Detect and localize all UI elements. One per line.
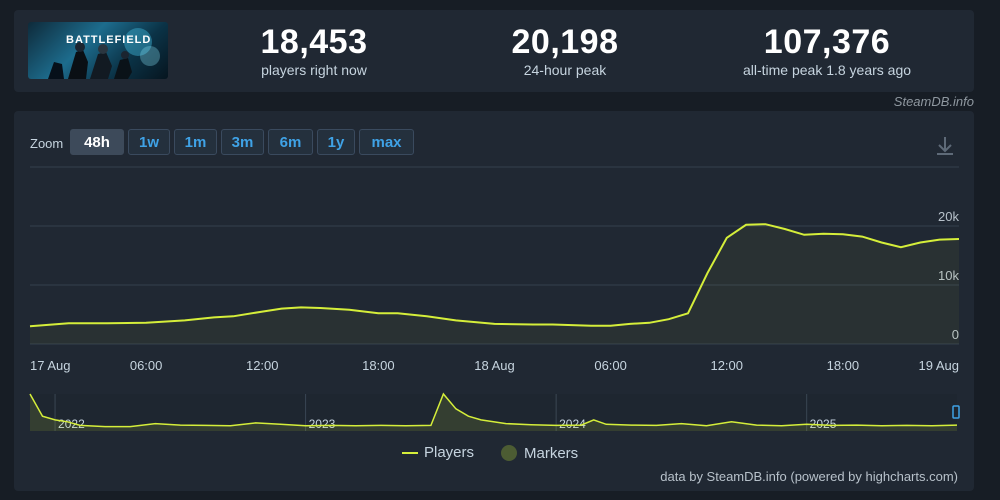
navigator-year-label: 2025 xyxy=(810,417,837,431)
x-tick-label: 19 Aug xyxy=(919,358,960,373)
x-tick-label: 12:00 xyxy=(246,358,279,373)
x-tick-label: 17 Aug xyxy=(30,358,71,373)
navigator-line xyxy=(29,392,958,428)
stat-current-players: 18,453 players right now xyxy=(194,24,434,78)
highcharts-credit[interactable]: data by SteamDB.info (powered by highcha… xyxy=(660,469,958,484)
zoom-3m-button[interactable]: 3m xyxy=(221,129,264,155)
player-count-chart: 0 10k 20k 17 Aug 06:00 12:00 18:00 18 Aug 06:00 1… xyxy=(29,166,960,431)
y-tick-label: 10k xyxy=(938,268,959,283)
zoom-1y-button[interactable]: 1y xyxy=(317,129,355,155)
stat-value: 20,198 xyxy=(511,23,619,61)
x-tick-label: 18 Aug xyxy=(474,358,515,373)
stat-all-time-peak: 107,376 all-time peak 1.8 years ago xyxy=(707,24,947,78)
series-area xyxy=(30,224,959,344)
chart-panel: 0 10k 20k 17 Aug 06:00 12:00 18:00 18 Aug 06:00 1… xyxy=(14,111,974,491)
stat-label: all-time peak 1.8 years ago xyxy=(742,62,912,78)
stats-panel: BATTLEFIELD 18,453 players right now 20,… xyxy=(14,10,974,92)
zoom-max-button[interactable]: max xyxy=(359,129,414,155)
x-tick-label: 18:00 xyxy=(362,358,395,373)
navigator-year-label: 2024 xyxy=(559,417,586,431)
legend-markers-label: Markers xyxy=(524,444,579,462)
steamdb-credit-link[interactable]: SteamDB.info xyxy=(893,94,974,109)
legend-circle-icon xyxy=(501,445,517,461)
x-tick-label: 12:00 xyxy=(710,358,743,373)
game-title-text: BATTLEFIELD xyxy=(66,34,152,46)
series-line-players xyxy=(29,223,960,328)
zoom-label: Zoom xyxy=(30,136,64,151)
x-tick-label: 18:00 xyxy=(827,358,860,373)
download-icon[interactable] xyxy=(934,135,956,157)
navigator-year-label: 2022 xyxy=(58,417,85,431)
zoom-6m-button[interactable]: 6m xyxy=(268,129,313,155)
zoom-48h-button[interactable]: 48h xyxy=(70,129,124,155)
legend-players-label: Players xyxy=(424,444,475,461)
y-tick-label: 20k xyxy=(938,209,959,224)
legend-line-icon xyxy=(402,451,418,454)
stat-label: players right now xyxy=(261,62,367,78)
legend-players[interactable]: Players xyxy=(402,444,474,461)
legend-markers[interactable]: Markers xyxy=(500,444,578,462)
chart-legend: Players Markers xyxy=(14,444,974,468)
x-tick-label: 06:00 xyxy=(594,358,627,373)
stat-label: 24-hour peak xyxy=(523,62,607,78)
game-thumbnail[interactable]: BATTLEFIELD xyxy=(28,22,168,79)
stat-value: 107,376 xyxy=(763,23,891,61)
navigator-year-label: 2023 xyxy=(309,417,336,431)
stat-24h-peak: 20,198 24-hour peak xyxy=(445,24,685,78)
navigator-handle[interactable] xyxy=(952,405,960,419)
x-tick-label: 06:00 xyxy=(130,358,163,373)
game-art xyxy=(48,28,160,79)
y-tick-label: 0 xyxy=(952,327,959,342)
zoom-1m-button[interactable]: 1m xyxy=(174,129,217,155)
stat-value: 18,453 xyxy=(260,23,368,61)
zoom-1w-button[interactable]: 1w xyxy=(128,129,170,155)
